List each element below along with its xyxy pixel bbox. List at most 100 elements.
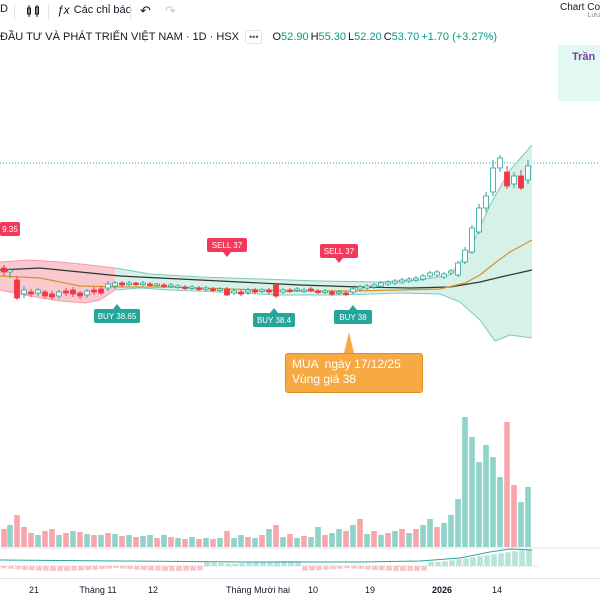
candle-body (119, 282, 125, 286)
indicator-bar (71, 566, 77, 571)
volume-bar (56, 535, 62, 547)
indicator-bar (498, 553, 504, 566)
symbol-name[interactable]: ĐẦU TƯ VÀ PHÁT TRIỂN VIỆT NAM · 1D · HSX (0, 31, 240, 43)
candle-body (280, 289, 286, 293)
indicator-bar (358, 566, 364, 569)
indicator-bar (491, 554, 497, 566)
indicator-bar (253, 562, 259, 566)
indicator-bar (8, 566, 14, 569)
volume-bar (7, 525, 13, 547)
indicator-bar (155, 566, 161, 571)
volume-bar (259, 535, 265, 547)
chart-corner[interactable]: Chart Co Lưu (560, 2, 600, 19)
candle-body (112, 282, 118, 287)
ohlc-high-value: 55.30 (318, 31, 347, 43)
candle-body (77, 292, 83, 297)
redo-icon[interactable]: ↷ (165, 3, 176, 18)
volume-bar (322, 535, 328, 547)
candle-body (448, 270, 454, 274)
indicator-bar (169, 566, 175, 571)
bollinger-red-edge (0, 259, 116, 269)
note-line-2: Vùng giá 38 (292, 372, 357, 386)
indicator-bar (484, 555, 490, 566)
signal-pointer (349, 305, 357, 310)
indicator-bar (442, 561, 448, 566)
indicator-bar (134, 566, 140, 570)
candle-body (105, 283, 111, 289)
candle-body (70, 289, 76, 295)
candle-body (350, 288, 356, 293)
ohlc-open-value: 52.90 (281, 31, 309, 43)
candle-body (14, 279, 20, 299)
volume-bar (245, 537, 251, 547)
volume-bar (14, 515, 20, 547)
signal-label: BUY 38 (339, 313, 367, 322)
undo-icon[interactable]: ↶ (140, 3, 151, 18)
indicator-bar (435, 562, 441, 566)
toolbar-divider (48, 4, 49, 20)
candle-body (168, 284, 174, 287)
volume-bar (231, 538, 237, 547)
signal-markers: 9.35 BUY 38.65 SELL 37 BUY 38.4 SELL 37 BUY 3… (0, 222, 372, 353)
indicator-bar (477, 556, 483, 566)
indicators-button[interactable]: ƒx Các chỉ báo (57, 3, 132, 17)
volume-bar (329, 533, 335, 547)
candle-body (329, 291, 335, 295)
candle-body (469, 227, 475, 253)
signal-badge (0, 222, 20, 236)
indicator-bar (470, 557, 476, 566)
indicator-bar (92, 566, 98, 570)
candle-body (343, 292, 349, 295)
volume-bars (1, 417, 531, 547)
indicator-bar (99, 566, 105, 570)
top-toolbar: D ƒx Các chỉ báo ↶ ↷ Chart Co Lưu (0, 0, 600, 24)
indicator-bar (176, 566, 182, 571)
more-options-button[interactable]: ••• (245, 30, 263, 44)
candlesticks (1, 155, 531, 300)
candle-body (399, 279, 405, 283)
indicator-bar (260, 561, 266, 566)
indicator-bar (43, 566, 49, 571)
indicator-bar (421, 566, 427, 571)
indicator-bar (197, 566, 203, 571)
volume-bar (154, 538, 160, 547)
interval-partial-label[interactable]: D (0, 3, 8, 15)
bollinger-band-green-fill (115, 145, 532, 341)
candle-body (301, 289, 307, 292)
time-axis[interactable]: 21 Tháng 11 12 Tháng Mười hai 10 19 2026… (0, 578, 600, 601)
signal-badge (334, 310, 372, 324)
indicator-bar (330, 566, 336, 570)
moving-average-long (0, 267, 533, 289)
buy-note-callout[interactable]: MUA ngày 17/12/25 Vùng giá 38 (285, 353, 423, 393)
toolbar-divider (14, 4, 15, 20)
candle-body (245, 289, 251, 293)
candle-body (91, 289, 97, 293)
candle-body (336, 291, 342, 294)
volume-bar (168, 537, 174, 547)
indicator-bar (85, 566, 91, 571)
trend-label-box: Trần (558, 45, 600, 101)
trend-label: Trần (572, 51, 596, 63)
candles-style-icon[interactable] (26, 4, 40, 18)
indicator-bar (15, 566, 21, 570)
indicator-bar (512, 551, 518, 566)
indicator-bar (309, 566, 315, 571)
candle-body (287, 289, 293, 292)
indicator-bar (113, 566, 119, 569)
indicator-bar (386, 566, 392, 571)
candle-body (84, 290, 90, 296)
volume-bar (336, 529, 342, 547)
volume-bar (406, 533, 412, 547)
indicator-bar (36, 566, 42, 571)
volume-bar (469, 437, 475, 547)
volume-bar (434, 527, 440, 547)
volume-bar (119, 536, 125, 547)
indicator-histogram (1, 549, 532, 571)
volume-bar (518, 502, 524, 547)
volume-bar (196, 539, 202, 547)
volume-bar (378, 535, 384, 547)
indicator-bar (274, 561, 280, 566)
candle-body (147, 283, 153, 286)
candle-body (378, 282, 384, 287)
